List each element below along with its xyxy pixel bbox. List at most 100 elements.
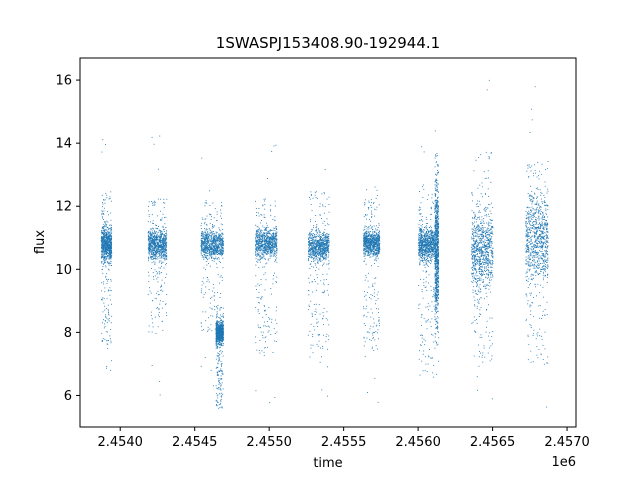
- data-point: [217, 250, 219, 252]
- data-point: [208, 281, 210, 283]
- data-point: [151, 242, 153, 244]
- data-point: [160, 246, 161, 248]
- data-point: [270, 255, 272, 257]
- data-point: [204, 223, 205, 225]
- data-point: [159, 238, 161, 240]
- data-point: [255, 336, 256, 338]
- data-point: [222, 327, 224, 328]
- data-point: [151, 234, 153, 235]
- data-point: [209, 232, 211, 234]
- data-point: [152, 242, 154, 244]
- data-point: [318, 228, 319, 230]
- data-point: [220, 252, 222, 254]
- data-point: [101, 213, 103, 214]
- data-point: [204, 246, 205, 248]
- data-point: [221, 339, 222, 341]
- data-point: [315, 246, 317, 248]
- data-point: [216, 315, 218, 317]
- data-point: [258, 241, 260, 243]
- data-point: [209, 222, 211, 224]
- data-point: [215, 342, 217, 344]
- data-point: [323, 241, 324, 243]
- data-point: [209, 214, 211, 216]
- data-point: [315, 245, 317, 247]
- data-point: [220, 399, 222, 401]
- data-point: [275, 260, 277, 261]
- data-point: [220, 389, 222, 391]
- data-point: [274, 245, 275, 247]
- data-point: [323, 255, 325, 257]
- data-point: [223, 337, 224, 338]
- data-point: [206, 264, 208, 266]
- data-point: [276, 239, 278, 240]
- data-point: [258, 237, 260, 238]
- data-point: [209, 247, 211, 248]
- data-point: [260, 241, 262, 242]
- data-point: [269, 230, 271, 232]
- data-point: [201, 237, 203, 239]
- data-point: [274, 333, 276, 334]
- data-point: [308, 247, 310, 249]
- data-point: [273, 145, 275, 147]
- data-point: [200, 228, 202, 229]
- data-point: [106, 322, 108, 324]
- data-point: [214, 251, 215, 253]
- data-point: [209, 248, 211, 250]
- data-point: [218, 336, 219, 338]
- data-point: [217, 330, 218, 331]
- data-point: [274, 205, 276, 207]
- data-point: [216, 341, 218, 342]
- data-point: [275, 246, 277, 248]
- data-point: [221, 247, 223, 249]
- data-point: [218, 322, 220, 324]
- data-point: [222, 355, 224, 357]
- data-point: [219, 378, 221, 380]
- data-point: [153, 241, 155, 242]
- data-point: [217, 308, 219, 310]
- data-point: [151, 256, 153, 258]
- data-point: [154, 250, 156, 252]
- data-point: [205, 286, 207, 288]
- data-point: [267, 233, 269, 234]
- data-point: [211, 246, 213, 248]
- data-point: [149, 239, 150, 241]
- data-point: [320, 251, 322, 252]
- data-point: [103, 233, 105, 234]
- data-point: [155, 253, 157, 255]
- data-point: [255, 264, 257, 266]
- data-point: [312, 240, 314, 242]
- data-point: [159, 253, 161, 255]
- data-point: [156, 234, 158, 236]
- data-point: [323, 247, 325, 249]
- data-point: [109, 253, 111, 255]
- data-point: [104, 244, 106, 246]
- data-point: [154, 247, 156, 249]
- data-point: [216, 338, 218, 340]
- data-point: [220, 215, 222, 217]
- data-point: [204, 251, 206, 253]
- data-point: [312, 236, 314, 238]
- data-point: [322, 256, 324, 258]
- data-point: [107, 243, 109, 245]
- data-point: [218, 253, 220, 255]
- data-point: [111, 236, 112, 238]
- data-point: [147, 221, 149, 223]
- data-point: [206, 250, 208, 251]
- data-point: [213, 247, 215, 249]
- data-point: [106, 252, 108, 253]
- data-point: [159, 257, 161, 259]
- data-point: [215, 399, 217, 401]
- data-point: [109, 236, 111, 238]
- data-point: [222, 250, 224, 251]
- data-point: [258, 243, 260, 245]
- data-point: [268, 231, 269, 232]
- data-point: [105, 232, 106, 234]
- data-point: [210, 239, 212, 241]
- data-point: [266, 239, 268, 241]
- data-point: [256, 242, 257, 244]
- data-point: [257, 283, 259, 285]
- data-point: [222, 329, 224, 331]
- data-point: [156, 253, 157, 254]
- data-point: [256, 246, 258, 248]
- data-point: [271, 255, 272, 257]
